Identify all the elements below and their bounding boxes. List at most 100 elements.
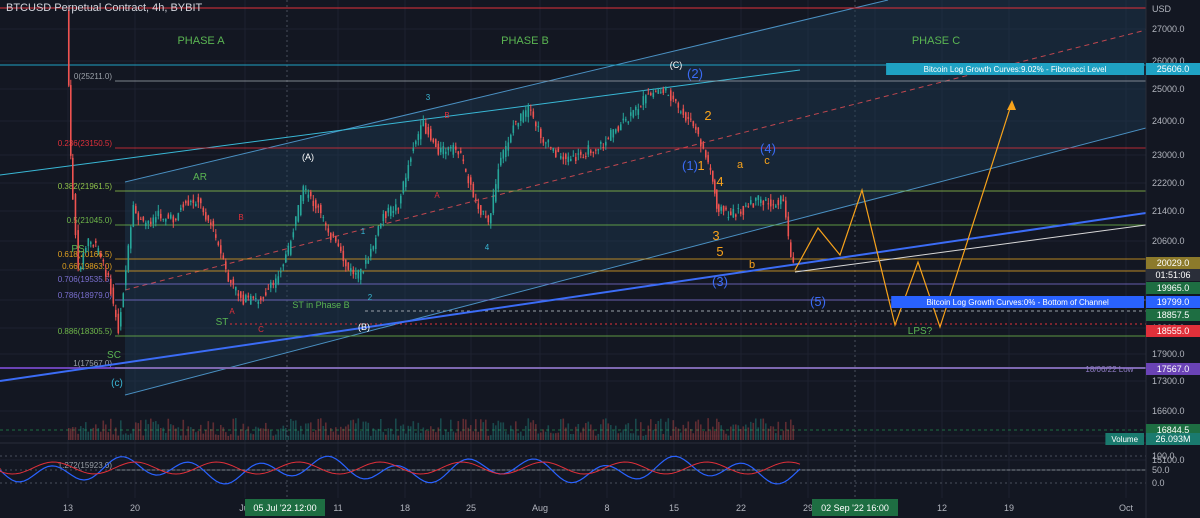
price-badge-value: 19965.0: [1157, 283, 1190, 293]
volume-bar: [160, 428, 162, 440]
volume-bar: [440, 418, 442, 440]
candle-body: [345, 260, 347, 267]
volume-bar: [535, 424, 537, 440]
candle-body: [242, 294, 245, 305]
volume-bar: [162, 427, 165, 440]
wave-annotation-label: (3): [712, 274, 728, 289]
candle-body: [697, 127, 700, 135]
volume-bar: [185, 435, 187, 440]
volume-bar: [557, 432, 560, 440]
candle-body: [280, 271, 282, 273]
candle-body: [382, 214, 385, 222]
volume-bar: [472, 431, 475, 440]
wave-annotation-label: 3: [712, 228, 719, 243]
candle-body: [545, 142, 547, 144]
oscillator-axis-label: 100.0: [1152, 451, 1175, 461]
volume-bar: [235, 418, 237, 440]
candle-body: [540, 128, 542, 138]
volume-bar: [135, 422, 137, 440]
volume-bar: [727, 435, 730, 440]
volume-bar: [337, 434, 340, 440]
volume-bar: [277, 430, 280, 440]
candle-body: [575, 157, 577, 162]
volume-bar: [540, 432, 542, 440]
candle-body: [517, 123, 520, 127]
volume-bar: [352, 419, 355, 440]
volume-bar: [175, 428, 177, 440]
volume-bar: [660, 418, 662, 440]
candle-body: [495, 184, 497, 202]
volume-bar: [397, 435, 400, 440]
wave-annotation-label: (C): [670, 60, 683, 70]
volume-bar: [307, 423, 310, 440]
volume-bar: [785, 421, 787, 440]
fib-level-label: 0.618(20166.5): [58, 250, 113, 259]
volume-bar: [542, 429, 545, 440]
volume-bar: [205, 429, 207, 440]
volume-bar: [117, 435, 120, 440]
volume-bar: [195, 432, 197, 440]
candle-body: [400, 195, 402, 204]
volume-bar: [327, 435, 330, 440]
candle-body: [450, 146, 452, 149]
candle-body: [115, 309, 117, 318]
candle-body: [532, 111, 535, 118]
volume-bar: [787, 429, 790, 440]
volume-bar: [355, 423, 357, 440]
candle-body: [427, 127, 430, 135]
candle-body: [555, 150, 557, 158]
candle-body: [425, 122, 427, 134]
fib-level-label: 0.706(19535.5): [58, 275, 113, 284]
candle-body: [315, 200, 317, 209]
candle-body: [720, 206, 722, 211]
volume-bar: [292, 420, 295, 440]
candle-body: [405, 177, 407, 188]
volume-bar: [517, 433, 520, 440]
volume-bar: [140, 420, 142, 440]
candle-body: [527, 106, 530, 118]
candle-body: [320, 205, 322, 214]
candle-body: [325, 223, 327, 226]
volume-bar: [490, 435, 492, 440]
volume-bar: [297, 430, 300, 440]
candle-body: [335, 236, 337, 242]
fib-level-label: 0.5(21045.0): [67, 216, 113, 225]
volume-bar: [612, 430, 615, 440]
candle-body: [500, 157, 502, 166]
candle-body: [725, 207, 727, 210]
volume-bar: [407, 425, 410, 440]
candle-body: [267, 288, 270, 290]
volume-bar: [742, 426, 745, 440]
volume-bar: [662, 433, 665, 440]
candle-body: [275, 278, 277, 288]
volume-bar: [767, 428, 770, 440]
volume-bar: [342, 428, 345, 440]
channel-fill: [125, 0, 1146, 395]
volume-bar: [265, 422, 267, 440]
volume-bar: [770, 426, 772, 440]
volume-bar: [182, 419, 185, 440]
volume-bar: [527, 418, 530, 440]
price-badge-label: Volume: [1111, 435, 1138, 444]
volume-bar: [172, 425, 175, 440]
volume-bar: [392, 434, 395, 440]
candle-body: [712, 170, 714, 182]
volume-bar: [180, 435, 182, 440]
volume-bar: [372, 428, 375, 440]
candle-body: [525, 110, 527, 117]
candle-body: [515, 120, 517, 122]
phase-label: PHASE B: [501, 35, 549, 47]
volume-bar: [402, 424, 405, 440]
candle-body: [142, 217, 145, 221]
candle-body: [737, 207, 740, 209]
candle-body: [487, 215, 490, 223]
volume-bar: [702, 431, 705, 440]
volume-bar: [435, 432, 437, 440]
volume-bar: [142, 435, 145, 440]
volume-bar: [77, 433, 79, 440]
volume-bar: [510, 425, 512, 440]
candle-body: [472, 183, 475, 198]
candle-body: [460, 151, 462, 153]
volume-bar: [752, 422, 755, 440]
